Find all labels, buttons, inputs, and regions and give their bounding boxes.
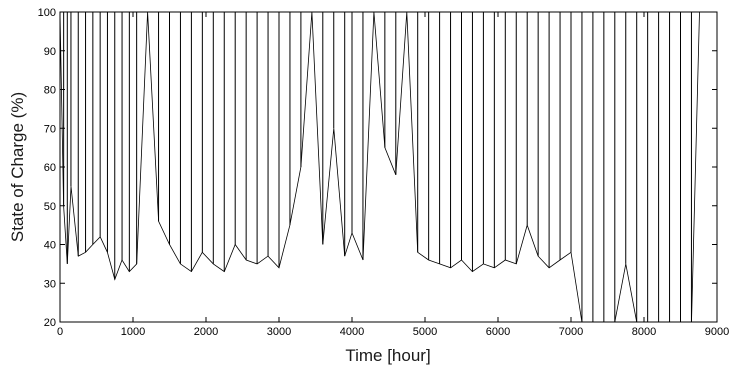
x-tick-label: 7000 xyxy=(559,326,583,338)
y-tick-label: 20 xyxy=(44,317,56,329)
x-axis: 0 1000 2000 3000 4000 5000 6000 7000 8000 9000 xyxy=(57,12,729,338)
x-tick-label: 3000 xyxy=(267,326,291,338)
x-axis-label: Time [hour] xyxy=(345,346,430,365)
y-tick-label: 40 xyxy=(44,240,56,252)
x-tick-label: 9000 xyxy=(705,326,729,338)
soc-series xyxy=(59,11,700,323)
y-tick-label: 90 xyxy=(44,46,56,58)
y-tick-label: 60 xyxy=(44,162,56,174)
x-tick-label: 4000 xyxy=(340,326,364,338)
x-tick-label: 2000 xyxy=(194,326,218,338)
y-tick-label: 80 xyxy=(44,85,56,97)
y-tick-label: 50 xyxy=(44,201,56,213)
y-axis: 20 30 40 50 60 70 80 90 100 xyxy=(38,7,717,329)
y-tick-label: 30 xyxy=(44,278,56,290)
x-tick-label: 6000 xyxy=(486,326,510,338)
x-tick-label: 0 xyxy=(57,326,63,338)
y-axis-label: State of Charge (%) xyxy=(8,92,27,242)
x-tick-label: 8000 xyxy=(632,326,656,338)
y-tick-label: 70 xyxy=(44,123,56,135)
y-tick-label: 100 xyxy=(38,7,56,19)
x-tick-label: 5000 xyxy=(413,326,437,338)
x-tick-label: 1000 xyxy=(121,326,145,338)
